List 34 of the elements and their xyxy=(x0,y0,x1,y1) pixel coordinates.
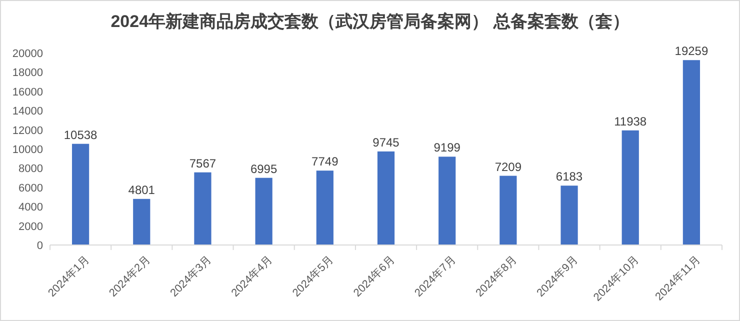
data-label: 10538 xyxy=(64,128,98,142)
bar xyxy=(622,130,639,245)
data-label: 6995 xyxy=(250,162,278,176)
y-tick-label: 12000 xyxy=(12,124,43,137)
data-label: 4801 xyxy=(128,182,156,197)
bar xyxy=(500,176,517,245)
data-label: 9199 xyxy=(434,140,461,155)
y-tick-label: 10000 xyxy=(12,144,43,156)
data-label: 7567 xyxy=(189,156,216,170)
data-label: 19259 xyxy=(674,44,708,58)
bar xyxy=(194,172,212,245)
bar xyxy=(72,144,90,245)
y-tick-label: 6000 xyxy=(18,182,43,194)
bar xyxy=(682,60,700,245)
bar xyxy=(438,156,456,245)
y-tick-label: 18000 xyxy=(12,67,43,80)
data-label: 9745 xyxy=(372,135,400,150)
bar xyxy=(255,178,272,245)
y-tick-label: 8000 xyxy=(18,163,43,176)
bar xyxy=(377,151,395,245)
data-label: 6183 xyxy=(556,170,583,184)
y-tick-label: 4000 xyxy=(18,202,43,214)
y-tick-label: 14000 xyxy=(12,106,43,118)
y-tick-label: 16000 xyxy=(12,86,43,98)
chart-title: 2024年新建商品房成交套数（武汉房管局备案网） 总备案套数（套） xyxy=(110,11,630,31)
y-tick-label: 2000 xyxy=(18,220,43,233)
y-tick-label: 0 xyxy=(36,240,43,252)
y-tick-label: 20000 xyxy=(12,48,43,60)
data-label: 7749 xyxy=(312,154,339,169)
data-label: 11938 xyxy=(614,114,647,128)
bar xyxy=(560,186,578,245)
data-label: 7209 xyxy=(494,160,522,174)
bar xyxy=(133,198,150,245)
bar xyxy=(316,170,334,245)
